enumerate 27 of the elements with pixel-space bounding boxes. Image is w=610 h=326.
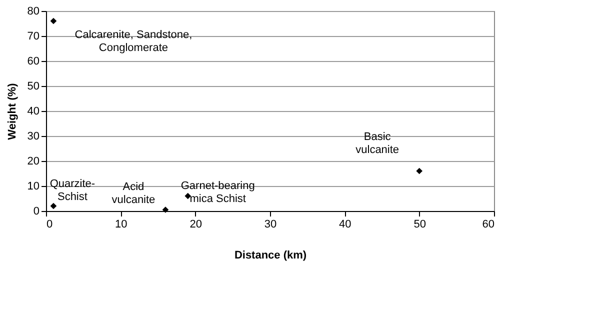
annotation: Calcarenite, Sandstone, Conglomerate [74,29,192,54]
x-tick-label: 50 [414,218,426,230]
y-axis-title: Weight (%) [6,82,18,140]
y-tick-label: 0 [33,206,40,218]
annotation: Basic vulcanite [356,131,400,156]
y-tick-label: 50 [27,80,40,92]
y-tick-label: 60 [27,56,40,68]
x-axis-title: Distance (km) [234,250,307,262]
y-tick-label: 30 [27,130,40,142]
y-tick-label: 10 [27,180,40,192]
annotation: Acid vulcanite [112,180,156,206]
annotation: Quarzite- Schist [50,178,96,203]
point [50,202,57,210]
y-tick-label: 20 [27,156,40,168]
x-tick-label: 20 [190,218,202,230]
x-tick-label: 40 [339,218,352,230]
point [162,206,169,213]
y-tick-label: 80 [27,6,40,18]
y-tick-label: 70 [27,30,40,42]
x-tick-label: 60 [482,218,494,230]
y-tick-label: 40 [27,106,40,118]
x-tick-label: 30 [264,218,277,230]
point [416,168,422,174]
x-tick-label: 10 [115,218,128,230]
x-tick-label: 0 [46,218,53,230]
point [50,18,57,24]
annotation: Garnet-bearing mica Schist [180,180,255,205]
